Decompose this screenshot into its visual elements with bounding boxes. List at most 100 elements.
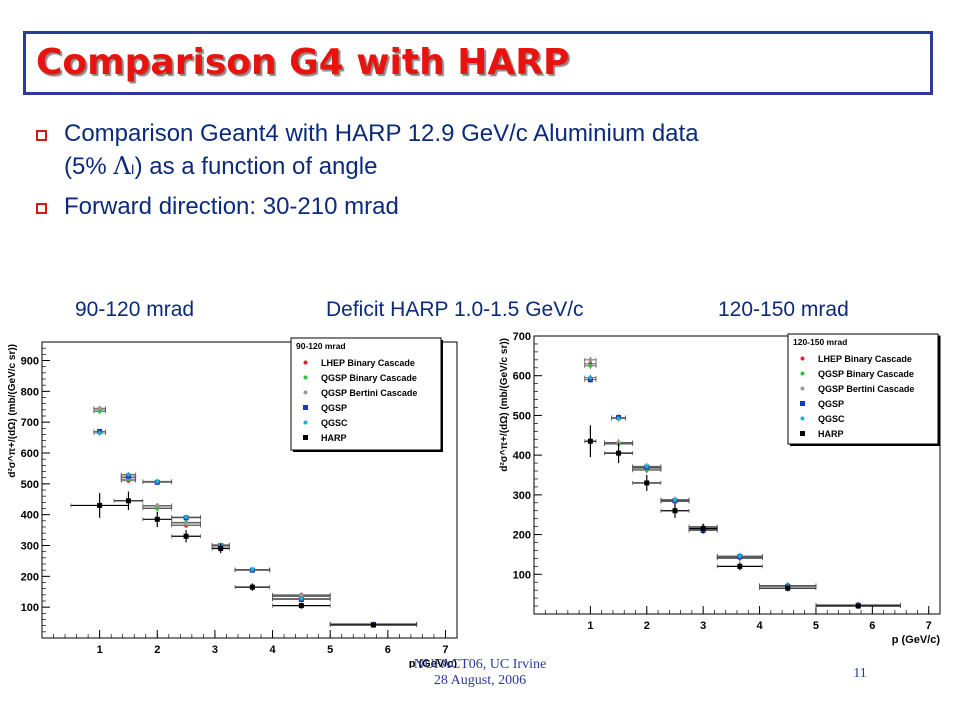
data-point-qgsc: [142, 478, 173, 484]
caption-right: 120-150 mrad: [718, 298, 849, 321]
data-point-harp: [211, 543, 230, 554]
y-tick-label: 700: [21, 417, 39, 429]
marker: [126, 472, 131, 477]
legend-entry: QGSP: [321, 403, 347, 413]
data-point-qgsc: [93, 430, 106, 436]
plot-panel-left: 100 200 300 400 500 600 700 800 900 1 2 3 4 5 6 7 p (GeV…: [7, 328, 463, 670]
y-tick-label: 300: [513, 490, 531, 502]
marker: [184, 515, 189, 520]
data-point-harp: [142, 511, 173, 527]
y-tick-label: 400: [513, 450, 531, 462]
marker: [588, 375, 593, 380]
marker: [184, 521, 189, 526]
legend-entry: QGSP: [818, 399, 844, 409]
y-tick-label: 700: [513, 331, 531, 343]
marker: [737, 563, 743, 569]
data-point-harp: [716, 562, 763, 571]
x-axis-label: p (GeV/c): [409, 658, 458, 668]
data-point-harp: [660, 503, 690, 518]
marker: [616, 450, 622, 456]
marker: [97, 406, 102, 411]
y-tick-label: 600: [21, 448, 39, 460]
legend-marker: [800, 416, 805, 421]
data-point-harp: [688, 523, 718, 534]
bullet-square-icon: [36, 130, 47, 141]
y-tick-label: 400: [21, 510, 39, 522]
marker: [299, 593, 304, 598]
marker: [616, 416, 621, 421]
caption-left: 90-120 mrad: [75, 298, 195, 321]
y-tick-label: 600: [513, 371, 531, 383]
y-tick-label: 200: [21, 571, 39, 583]
legend-marker: [303, 375, 308, 380]
x-tick-label: 7: [442, 644, 448, 656]
marker: [587, 438, 593, 444]
marker: [155, 503, 160, 508]
legend-entry: QGSP Binary Cascade: [321, 373, 417, 383]
x-tick-label: 5: [327, 644, 333, 656]
data-point-qgsc: [120, 472, 137, 478]
marker: [249, 584, 255, 590]
title-frame: Comparison G4 with HARP: [23, 31, 933, 95]
marker: [855, 603, 861, 609]
legend-entry: QGSC: [321, 418, 348, 428]
x-axis-label: p (GeV/c): [892, 634, 941, 646]
legend-marker: [303, 405, 308, 410]
data-point-qgsc: [272, 596, 331, 601]
marker: [155, 479, 160, 484]
page-number: 11: [853, 666, 867, 681]
marker: [644, 480, 650, 486]
footer-line2: 28 August, 2006: [433, 673, 527, 688]
bullet-text-line2: (5% ΛI) as a function of angle: [64, 152, 378, 180]
x-tick-label: 6: [385, 644, 391, 656]
data-point-qgsc: [234, 567, 271, 573]
marker: [97, 409, 102, 414]
y-tick-label: 100: [21, 602, 39, 614]
bullet-square-icon: [36, 203, 47, 214]
data-point-harp: [815, 603, 901, 609]
data-point-qgsp-bertini-cascade: [93, 405, 106, 411]
legend-box: [787, 333, 939, 445]
x-tick-label: 5: [813, 620, 819, 632]
data-point-harp: [272, 602, 331, 609]
marker: [672, 498, 677, 503]
data-point-qgsp-bertini-cascade: [584, 356, 597, 364]
data-point-harp: [632, 475, 662, 491]
x-tick-label: 6: [869, 620, 875, 632]
bullet-item: Forward direction: 30-210 mrad: [36, 191, 936, 223]
lambda-subscript: I: [130, 161, 135, 177]
marker: [588, 357, 593, 362]
data-point-qgsc: [716, 552, 763, 560]
marker: [370, 622, 376, 628]
plot-right: 100 200 300 400 500 600 700 1 2 3 4 5 6 7 p (GeV/c) d²σ…: [499, 331, 941, 646]
legend-entry: QGSP Bertini Cascade: [818, 384, 914, 394]
plot-left: 100 200 300 400 500 600 700 800 900 1 2 3 4 5 6 7 p (GeV…: [7, 337, 458, 670]
marker: [155, 506, 160, 511]
marker: [672, 508, 678, 514]
legend-marker: [800, 386, 805, 391]
lambda-symbol: Λ: [113, 152, 131, 180]
legend-title: 90-120 mrad: [296, 341, 346, 351]
x-tick-label: 2: [154, 644, 160, 656]
data-point-harp: [584, 425, 597, 458]
bullet-text: Forward direction: 30-210 mrad: [64, 193, 399, 220]
legend-marker: [800, 356, 805, 361]
x-tick-label: 3: [700, 620, 706, 632]
marker: [125, 498, 131, 504]
bullet-text: Comparison Geant4 with HARP 12.9 GeV/c A…: [64, 120, 699, 147]
legend-entry: QGSP Binary Cascade: [818, 369, 914, 379]
y-tick-label: 200: [513, 530, 531, 542]
y-tick-label: 100: [513, 569, 531, 581]
data-point-harp: [329, 622, 418, 628]
footer-line1: NUFACT06, UC Irvine: [413, 657, 547, 672]
y-tick-label: 500: [513, 410, 531, 422]
legend-entry: QGSC: [818, 414, 845, 424]
data-point-harp: [171, 530, 201, 543]
marker: [97, 430, 102, 435]
bullet-list: Comparison Geant4 with HARP 12.9 GeV/c A…: [36, 118, 936, 229]
x-tick-label: 1: [97, 644, 103, 656]
x-tick-label: 7: [926, 620, 932, 632]
marker: [785, 585, 791, 591]
marker: [588, 363, 593, 368]
legend-marker: [303, 420, 308, 425]
